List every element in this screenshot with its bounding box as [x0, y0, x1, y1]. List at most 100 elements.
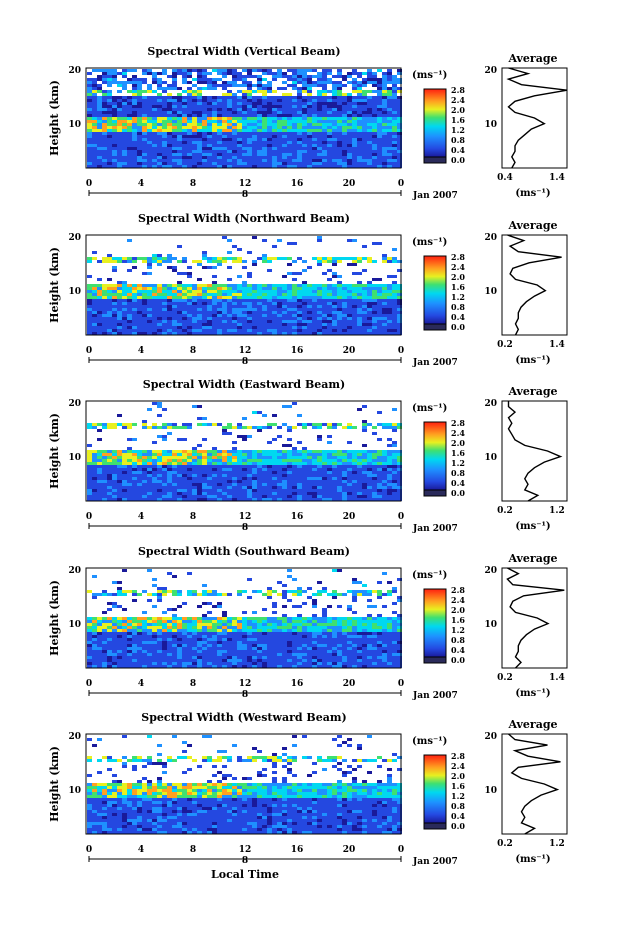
heatmap-cell [127, 450, 132, 453]
heatmap-cell [387, 293, 392, 296]
heatmap-cell [392, 444, 397, 447]
heatmap-cell [87, 120, 92, 123]
heatmap-cell [312, 302, 317, 305]
heatmap-cell [97, 284, 102, 287]
heatmap-cell [132, 623, 137, 626]
heatmap-cell [372, 477, 377, 480]
heatmap-cell [337, 72, 342, 75]
heatmap-cell [177, 593, 182, 596]
heatmap-cell [232, 114, 237, 117]
heatmap-cell [132, 659, 137, 662]
heatmap-cell [252, 498, 257, 501]
heatmap-cell [92, 653, 97, 656]
heatmap-cell [347, 314, 352, 317]
heatmap-cell [337, 486, 342, 489]
heatmap-cell [192, 308, 197, 311]
heatmap-cell [127, 311, 132, 314]
heatmap-cell [102, 486, 107, 489]
heatmap-cell [262, 123, 267, 126]
heatmap-cell [277, 114, 282, 117]
heatmap-cell [242, 305, 247, 308]
heatmap-cell [357, 84, 362, 87]
heatmap-cell [372, 117, 377, 120]
heatmap-cell [327, 456, 332, 459]
heatmap-cell [362, 462, 367, 465]
heatmap-cell [337, 483, 342, 486]
heatmap-cell [287, 290, 292, 293]
heatmap-cell [257, 302, 262, 305]
heatmap-cell [347, 159, 352, 162]
heatmap-cell [122, 257, 127, 260]
heatmap-cell [102, 305, 107, 308]
heatmap-cell [247, 69, 252, 72]
heatmap-cell [142, 257, 147, 260]
heatmap-cell [277, 311, 282, 314]
heatmap-cell [142, 489, 147, 492]
heatmap-cell [262, 326, 267, 329]
heatmap-cell [222, 138, 227, 141]
heatmap-cell [212, 81, 217, 84]
heatmap-cell [137, 156, 142, 159]
heatmap-cell [297, 123, 302, 126]
heatmap-cell [242, 129, 247, 132]
heatmap-cell [187, 590, 192, 593]
heatmap-cell [347, 75, 352, 78]
heatmap-cell [122, 72, 127, 75]
heatmap-cell [132, 138, 137, 141]
heatmap-cell [222, 465, 227, 468]
heatmap-cell [127, 305, 132, 308]
heatmap-cell [117, 150, 122, 153]
heatmap-cell [382, 102, 387, 105]
heatmap-cell [272, 450, 277, 453]
heatmap-cell [317, 162, 322, 165]
heatmap-cell [337, 108, 342, 111]
heatmap-cell [182, 465, 187, 468]
heatmap-cell [157, 141, 162, 144]
heatmap-cell [297, 462, 302, 465]
heatmap-cell [272, 102, 277, 105]
heatmap-cell [232, 108, 237, 111]
heatmap-cell [272, 492, 277, 495]
heatmap-cell [87, 93, 92, 96]
heatmap-cell [357, 498, 362, 501]
heatmap-cell [182, 144, 187, 147]
heatmap-cell [212, 257, 217, 260]
heatmap-cell [122, 635, 127, 638]
heatmap-cell [347, 132, 352, 135]
heatmap-cell [137, 311, 142, 314]
heatmap-cell [287, 156, 292, 159]
heatmap-cell [197, 156, 202, 159]
heatmap-cell [347, 299, 352, 302]
heatmap-cell [242, 417, 247, 420]
heatmap-cell [142, 96, 147, 99]
heatmap-cell [197, 126, 202, 129]
heatmap-cell [227, 69, 232, 72]
heatmap-cell [387, 311, 392, 314]
heatmap-cell [152, 99, 157, 102]
heatmap-cell [162, 326, 167, 329]
heatmap-cell [202, 480, 207, 483]
heatmap-cell [322, 138, 327, 141]
heatmap-cell [97, 477, 102, 480]
heatmap-cell [212, 323, 217, 326]
heatmap-cell [147, 653, 152, 656]
heatmap-cell [287, 486, 292, 489]
heatmap-cell [117, 120, 122, 123]
heatmap-cell [147, 263, 152, 266]
heatmap-cell [332, 153, 337, 156]
heatmap-cell [202, 111, 207, 114]
heatmap-cell [142, 132, 147, 135]
heatmap-cell [302, 96, 307, 99]
heatmap-cell [122, 329, 127, 332]
heatmap-cell [222, 114, 227, 117]
heatmap-cell [382, 483, 387, 486]
heatmap-cell [397, 147, 402, 150]
heatmap-cell [142, 69, 147, 72]
heatmap-cell [87, 99, 92, 102]
heatmap-cell [92, 480, 97, 483]
heatmap-cell [307, 123, 312, 126]
heatmap-cell [297, 162, 302, 165]
heatmap-cell [162, 329, 167, 332]
heatmap-cell [277, 495, 282, 498]
heatmap-cell [87, 141, 92, 144]
